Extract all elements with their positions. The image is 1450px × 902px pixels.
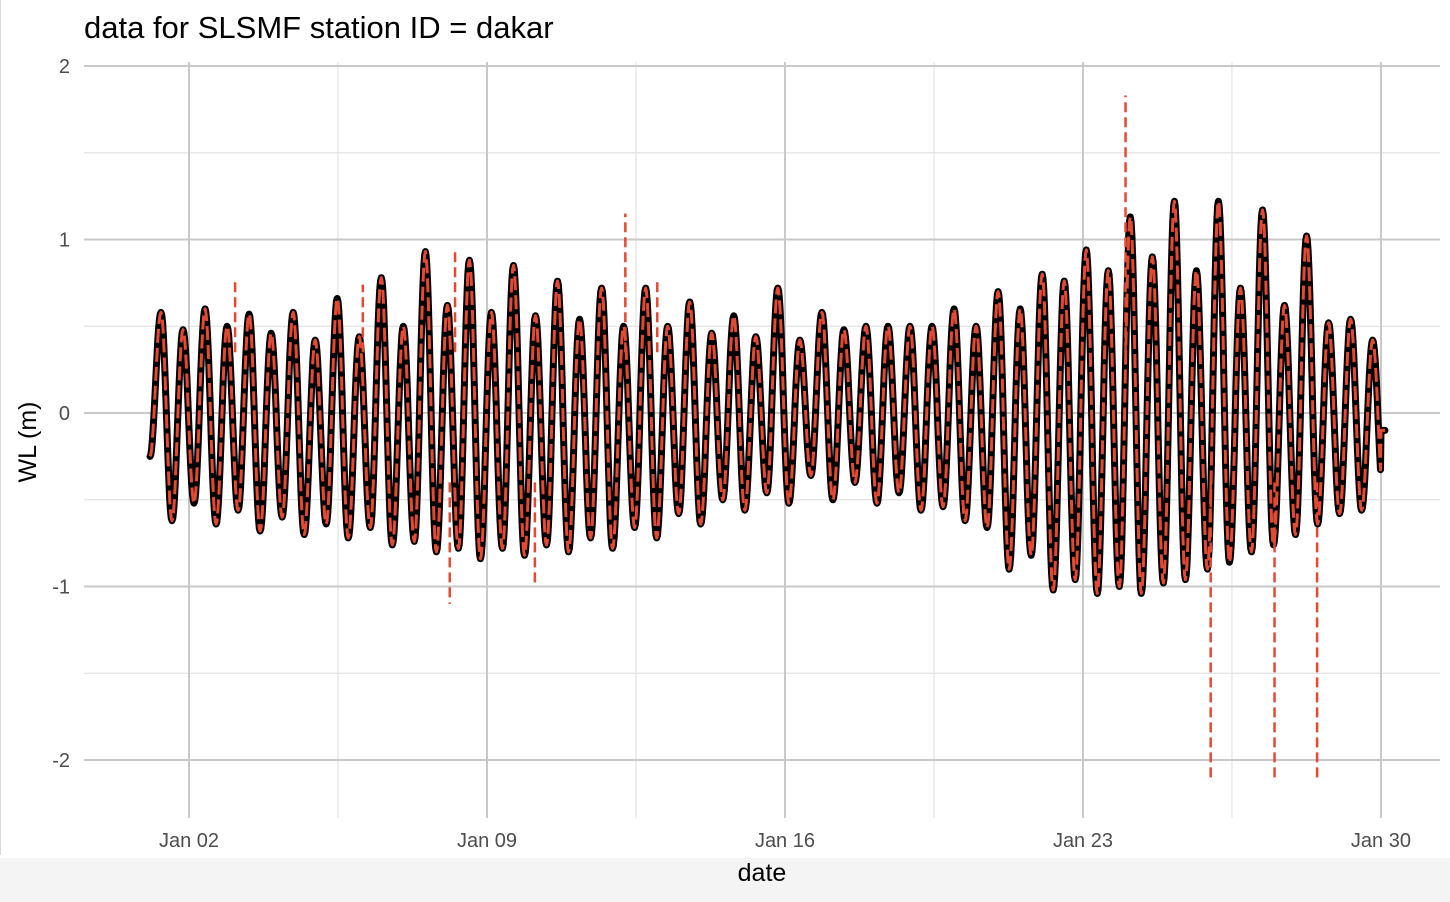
raw-line: [148, 199, 1385, 595]
y-tick-labels: -2 -1 0 1 2: [52, 56, 70, 772]
y-tick-label: 0: [59, 403, 70, 425]
x-tick-label: Jan 23: [1053, 830, 1113, 852]
bottom-strip: [0, 858, 1450, 902]
y-axis-title: WL (m): [14, 402, 42, 483]
x-tick-label: Jan 09: [457, 830, 517, 852]
x-axis-title: date: [738, 859, 787, 887]
x-tick-label: Jan 16: [755, 830, 815, 852]
x-tick-label: Jan 02: [159, 830, 219, 852]
y-tick-label: -2: [52, 750, 70, 772]
y-tick-label: 2: [59, 56, 70, 78]
x-tick-label: Jan 30: [1351, 830, 1411, 852]
raw-series: [148, 95, 1385, 781]
y-tick-label: 1: [59, 230, 70, 252]
chart-title: data for SLSMF station ID = dakar: [84, 10, 554, 45]
y-tick-label: -1: [52, 577, 70, 599]
x-tick-labels: Jan 02 Jan 09 Jan 16 Jan 23 Jan 30: [159, 830, 1411, 852]
